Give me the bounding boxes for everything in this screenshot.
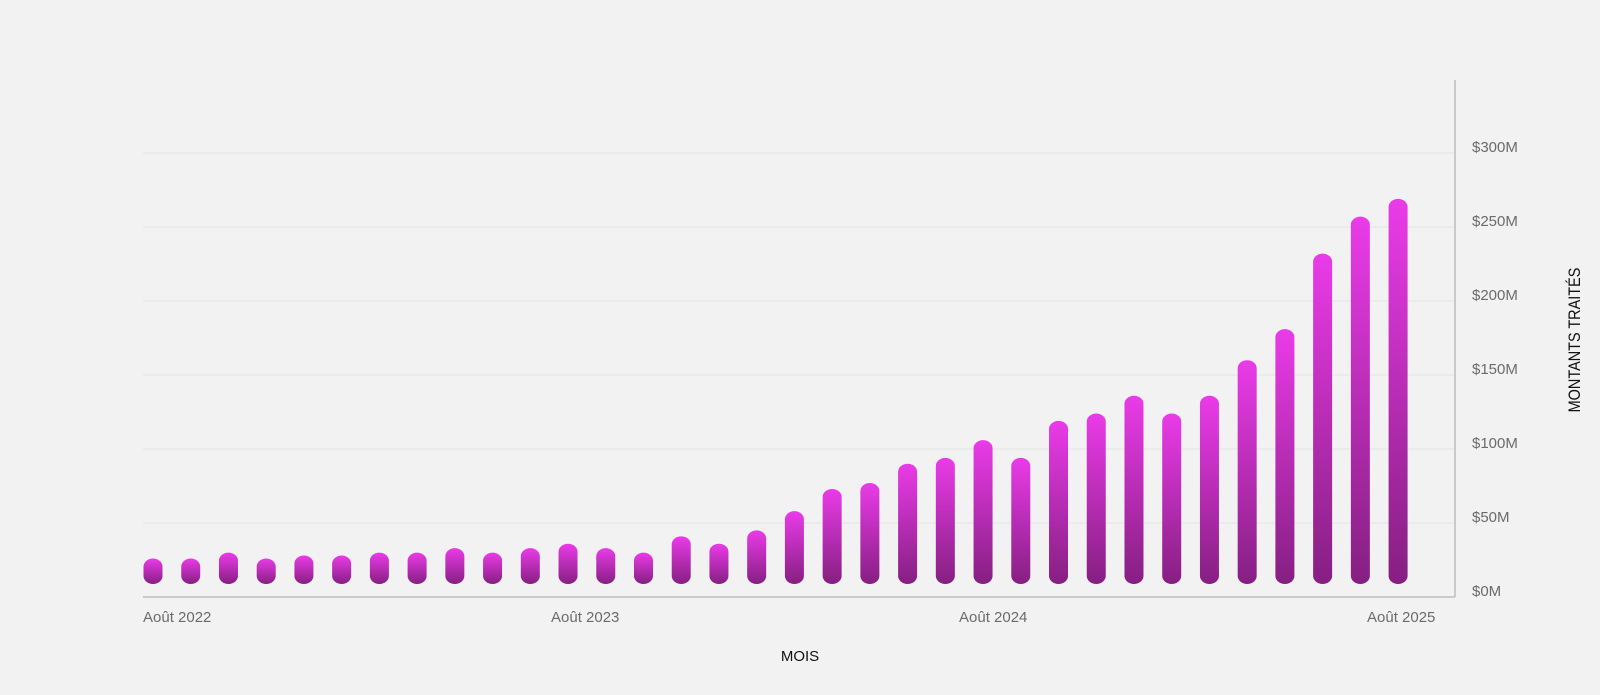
bar: [294, 555, 314, 584]
x-tick-label: Août 2023: [551, 609, 619, 626]
bar: [935, 457, 955, 584]
bar: [1124, 395, 1144, 584]
bar: [218, 552, 238, 584]
bar: [520, 548, 540, 584]
y-tick-label: $150M: [1472, 361, 1518, 378]
bar: [1237, 360, 1257, 584]
bar: [1350, 216, 1370, 584]
bar: [822, 488, 842, 584]
bar: [483, 552, 503, 584]
x-tick-label: Août 2022: [143, 609, 211, 626]
bar: [181, 558, 201, 584]
bar: [596, 548, 616, 584]
bar: [407, 552, 427, 584]
x-tick-label: Août 2024: [959, 609, 1027, 626]
bar: [558, 543, 578, 584]
bar: [1049, 420, 1069, 584]
x-tick-label: Août 2025: [1367, 609, 1435, 626]
bar: [1162, 413, 1182, 584]
bar: [143, 558, 163, 584]
y-tick-label: $0M: [1472, 583, 1501, 600]
bar: [1313, 253, 1333, 584]
y-tick-label: $100M: [1472, 435, 1518, 452]
bar: [1275, 329, 1295, 584]
bar: [256, 558, 276, 584]
y-axis-title: MONTANTS TRAITÉS: [1564, 268, 1584, 413]
bar: [898, 463, 918, 584]
bar: [1086, 413, 1106, 584]
y-tick-label: $250M: [1472, 213, 1518, 230]
bar: [633, 552, 653, 584]
bar: [1388, 198, 1408, 584]
bar: [1011, 457, 1031, 584]
bar: [332, 555, 352, 584]
bar: [860, 483, 880, 584]
bar: [671, 536, 691, 584]
x-axis-title: MOIS: [781, 648, 819, 665]
y-tick-label: $200M: [1472, 287, 1518, 304]
y-tick-label: $50M: [1472, 509, 1510, 526]
bar: [784, 511, 804, 584]
bar: [747, 530, 767, 584]
bar: [973, 440, 993, 584]
bar: [1199, 395, 1219, 584]
bar: [445, 548, 465, 584]
bar: [369, 552, 389, 584]
bar: [709, 543, 729, 584]
y-tick-label: $300M: [1472, 139, 1518, 156]
